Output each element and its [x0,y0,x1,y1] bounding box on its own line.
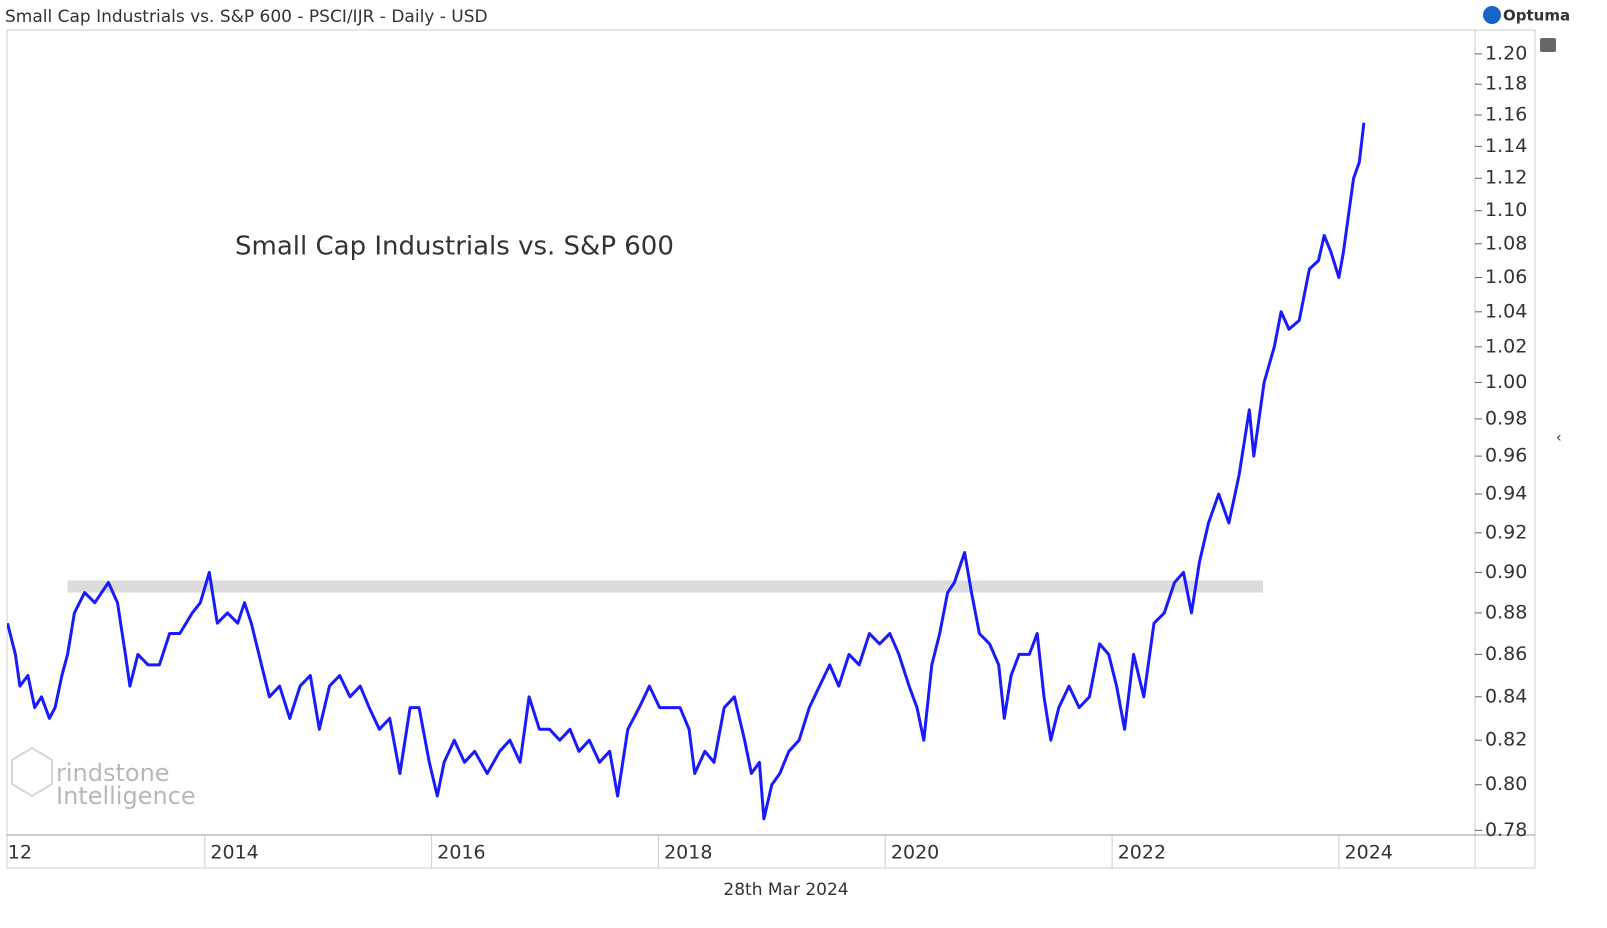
y-tick-label: 0.90 [1485,561,1527,583]
x-tick-label: 2014 [210,842,258,864]
lock-icon[interactable] [1540,38,1556,52]
y-tick-label: 0.94 [1485,483,1527,505]
frame [6,29,1536,869]
x-axis: 12 2014 2016 2018 2020 2022 2024 [8,835,1393,868]
y-tick-label: 1.02 [1485,335,1527,357]
chart-title: Small Cap Industrials vs. S&P 600 - PSCI… [5,7,488,27]
y-tick-label: 0.78 [1485,819,1527,841]
y-tick-label: 0.84 [1485,685,1527,707]
y-tick-label: 0.96 [1485,445,1527,467]
resistance-band [67,580,1263,593]
y-tick-label: 1.00 [1485,371,1527,393]
x-tick-label: 2018 [664,842,712,864]
y-tick-label: 1.12 [1485,167,1527,189]
x-tick-label: 2020 [891,842,939,864]
annotation: Small Cap Industrials vs. S&P 600 [235,232,674,262]
x-tick-label: 2024 [1345,842,1393,864]
y-tick-label: 1.06 [1485,266,1527,288]
watermark-line: Intelligence [56,782,196,810]
watermark: rindstone Intelligence [11,746,196,810]
x-tick-label: 12 [8,842,32,864]
watermark-logo [11,746,53,798]
y-tick-label: 0.88 [1485,601,1527,623]
y-tick-label: 0.92 [1485,521,1527,543]
date-label: 28th Mar 2024 [723,880,848,900]
y-tick-label: 0.82 [1485,729,1527,751]
x-tick-label: 2022 [1118,842,1166,864]
brand-logo [1483,6,1501,24]
y-tick-label: 1.16 [1485,103,1527,125]
y-tick-label: 1.20 [1485,42,1527,64]
y-tick-label: 1.18 [1485,73,1527,95]
y-tick-label: 1.08 [1485,232,1527,254]
y-tick-label: 0.98 [1485,407,1527,429]
y-tick-label: 0.86 [1485,643,1527,665]
brand: Optuma [1503,7,1570,25]
y-tick-label: 0.80 [1485,773,1527,795]
watermark-line: rindstone [56,759,170,787]
y-tick-label: 1.04 [1485,300,1527,322]
y-tick-label: 1.10 [1485,199,1527,221]
x-tick-label: 2016 [437,842,485,864]
collapse-arrow[interactable]: ‹ [1556,430,1562,446]
y-tick-label: 1.14 [1485,135,1527,157]
ratio-line [7,122,1366,821]
